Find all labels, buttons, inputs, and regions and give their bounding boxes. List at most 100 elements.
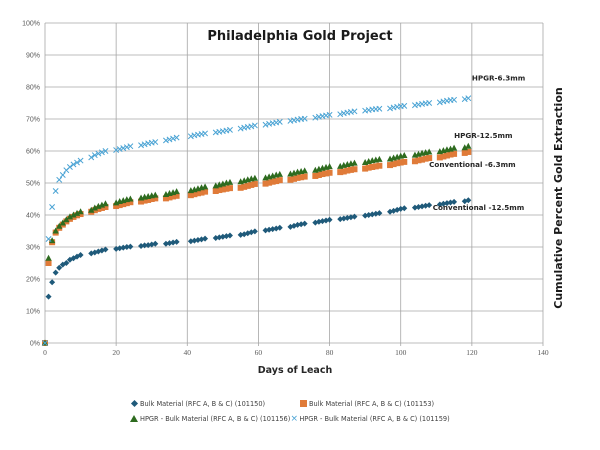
- square-point: [440, 153, 447, 160]
- square-point: [323, 170, 330, 177]
- x-point: [77, 157, 84, 164]
- legend-item-101156[interactable]: HPGR - Bulk Material (RFC A, B & C) (101…: [130, 415, 290, 423]
- diamond-point: [426, 202, 433, 209]
- annotations: HPGR-6.3mm HPGR-12.5mm Conventional -6.3mm…: [429, 74, 525, 213]
- y-tick-label: 30%: [26, 245, 40, 252]
- square-point: [465, 148, 472, 155]
- x-point: [465, 95, 472, 102]
- square-point: [226, 185, 233, 192]
- x-point: [170, 135, 177, 142]
- square-point: [98, 204, 105, 211]
- triangle-point: [173, 188, 180, 195]
- diamond-point: [202, 235, 209, 242]
- triangle-point: [251, 174, 259, 181]
- square-point: [198, 189, 205, 196]
- square-point: [347, 166, 354, 173]
- legend-item-101159[interactable]: × HPGR - Bulk Material (RFC A, B & C) (1…: [290, 414, 450, 423]
- square-point: [319, 171, 326, 178]
- x-point: [426, 100, 433, 106]
- x-point: [113, 147, 120, 153]
- triangle-point: [63, 216, 70, 223]
- triangle-marker-icon: [130, 415, 138, 422]
- square-point: [461, 149, 468, 156]
- square-point: [191, 191, 198, 198]
- series-diamond: [42, 197, 472, 346]
- x-point: [202, 130, 209, 137]
- square-point: [127, 199, 134, 206]
- triangle-point: [91, 204, 98, 211]
- legend-label: Bulk Material (RFC A, B & C) (101153): [309, 399, 435, 408]
- square-marker-icon: [300, 400, 307, 407]
- square-point: [216, 187, 223, 194]
- diamond-point: [326, 216, 333, 223]
- square-point: [262, 180, 269, 187]
- series-annotation: HPGR-12.5mm: [454, 131, 512, 140]
- triangle-point: [127, 195, 134, 202]
- x-point: [166, 136, 173, 143]
- triangle-point: [326, 163, 333, 170]
- x-point: [70, 161, 77, 168]
- y-axis-label: Cumulative Percent Gold Extraction: [552, 87, 565, 308]
- triangle-point: [52, 227, 59, 234]
- square-point: [45, 260, 52, 266]
- square-point: [223, 185, 230, 192]
- y-tick-label: 70%: [26, 117, 40, 124]
- triangle-point: [276, 170, 283, 177]
- series-annotation: Conventional -6.3mm: [429, 160, 515, 169]
- x-point: [248, 123, 255, 130]
- diamond-point: [251, 228, 258, 235]
- square-point: [273, 178, 280, 185]
- diamond-point: [52, 269, 59, 276]
- y-tick-label: 10%: [26, 309, 40, 316]
- x-point: [461, 96, 468, 103]
- x-tick-label: 120: [466, 348, 478, 357]
- triangle-point: [59, 219, 66, 226]
- y-tick-label: 40%: [26, 213, 40, 220]
- square-point: [362, 165, 369, 172]
- square-point: [248, 181, 255, 188]
- square-point: [276, 177, 283, 184]
- data-points: [41, 95, 472, 346]
- diamond-point: [56, 264, 63, 271]
- x-point: [376, 105, 383, 112]
- diamond-point: [173, 238, 180, 245]
- legend-label: Bulk Material (RFC A, B & C) (101150): [140, 399, 266, 408]
- square-point: [251, 180, 258, 187]
- square-point: [344, 167, 351, 174]
- square-point: [376, 162, 383, 169]
- diamond-marker-icon: [130, 399, 139, 408]
- legend-item-101153[interactable]: Bulk Material (RFC A, B & C) (101153): [300, 400, 434, 408]
- square-point: [244, 182, 251, 189]
- series-annotation: Conventional -12.5mm: [433, 203, 524, 212]
- x-point: [337, 111, 344, 118]
- legend-item-101150[interactable]: Bulk Material (RFC A, B & C) (101150): [130, 400, 300, 408]
- diamond-point: [226, 232, 233, 239]
- triangle-point: [376, 155, 383, 162]
- triangle-point: [77, 208, 84, 215]
- y-tick-label: 100%: [22, 21, 40, 28]
- x-point: [120, 145, 127, 152]
- y-axis-ticks: 0% 10% 20% 30% 40% 50% 60% 70% 80% 90% 100%: [22, 21, 40, 348]
- square-point: [394, 160, 401, 167]
- x-point: [187, 133, 194, 140]
- diamond-point: [301, 220, 308, 227]
- square-point: [291, 175, 297, 182]
- triangle-point: [425, 148, 433, 155]
- x-point: [141, 141, 148, 148]
- triangle-point: [45, 254, 52, 261]
- square-point: [301, 173, 308, 180]
- diamond-point: [45, 293, 52, 300]
- square-point: [113, 203, 120, 210]
- triangle-point: [301, 167, 308, 174]
- series-annotation: HPGR-6.3mm: [472, 74, 525, 83]
- x-point: [66, 164, 73, 170]
- square-point: [187, 192, 194, 199]
- square-point: [173, 192, 180, 199]
- x-point: [227, 126, 233, 133]
- x-point: [42, 340, 48, 346]
- x-tick-label: 80: [326, 348, 334, 357]
- diamond-point: [451, 198, 458, 205]
- x-tick-label: 0: [43, 348, 47, 357]
- square-point: [166, 194, 173, 201]
- chart-title: Philadelphia Gold Project: [207, 29, 392, 44]
